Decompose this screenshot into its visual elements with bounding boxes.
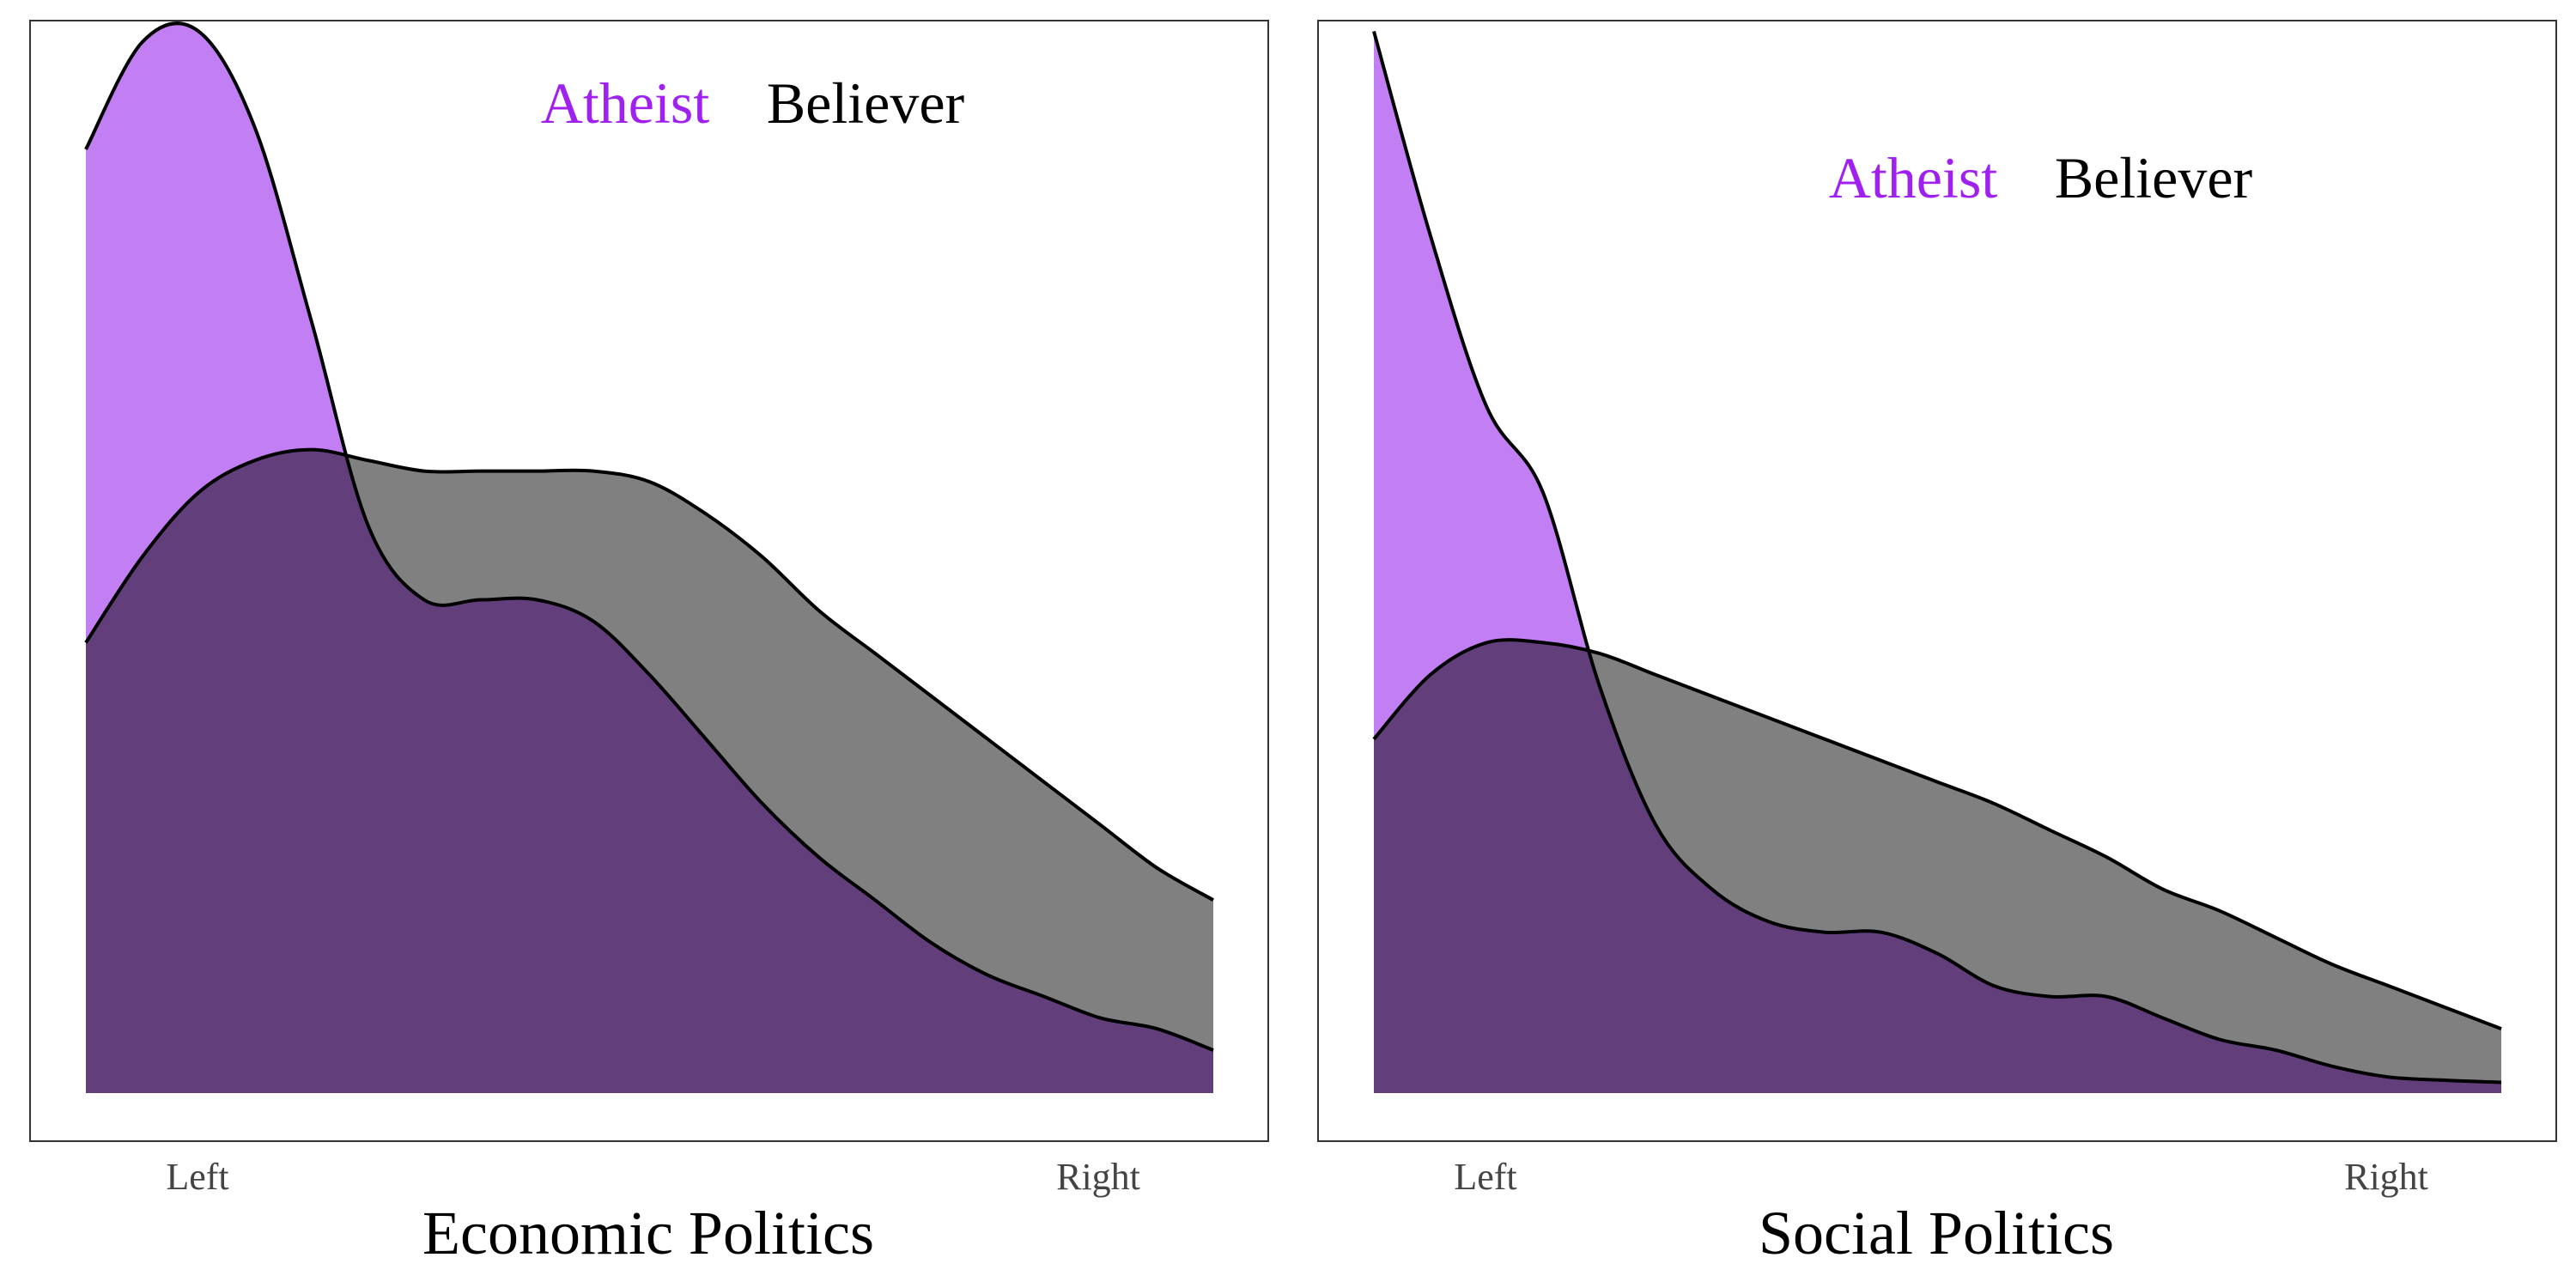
- social-tick-left: Left: [1454, 1156, 1516, 1198]
- economic-tick-left: Left: [166, 1156, 228, 1198]
- economic-believer-line: [84, 447, 1215, 902]
- social-believer-line: [1372, 638, 2502, 1030]
- economic-tick-right: Right: [1056, 1156, 1140, 1198]
- economic-panel: Atheist Believer Left Right Economic Pol…: [29, 20, 1269, 1267]
- social-legend-believer: Believer: [2055, 145, 2253, 210]
- social-panel: Atheist Believer Left Right Social Polit…: [1317, 20, 2557, 1267]
- social-legend-atheist: Atheist: [1829, 145, 1998, 210]
- economic-legend-atheist: Atheist: [541, 70, 710, 136]
- economic-x-axis-label: Economic Politics: [422, 1199, 874, 1267]
- economic-legend-believer: Believer: [767, 70, 965, 136]
- economic-atheist-line: [84, 21, 1214, 1052]
- social-tick-right: Right: [2344, 1156, 2428, 1198]
- social-x-axis-label: Social Politics: [1759, 1199, 2114, 1267]
- social-atheist-line: [1372, 30, 2502, 1084]
